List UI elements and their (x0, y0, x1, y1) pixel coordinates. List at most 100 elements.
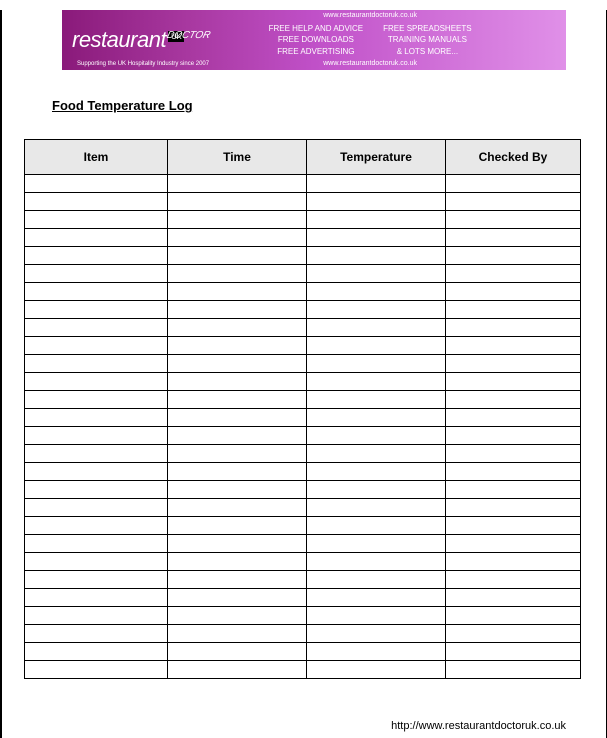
table-cell (168, 391, 307, 409)
table-cell (446, 193, 581, 211)
table-row (25, 301, 581, 319)
table-cell (25, 247, 168, 265)
table-cell (25, 589, 168, 607)
table-cell (307, 661, 446, 679)
table-cell (168, 373, 307, 391)
table-cell (446, 355, 581, 373)
table-cell (307, 409, 446, 427)
table-cell (25, 607, 168, 625)
table-cell (25, 193, 168, 211)
table-cell (25, 499, 168, 517)
table-row (25, 193, 581, 211)
table-cell (168, 481, 307, 499)
table-cell (446, 499, 581, 517)
table-cell (25, 355, 168, 373)
table-cell (307, 247, 446, 265)
table-cell (446, 481, 581, 499)
table-row (25, 373, 581, 391)
table-cell (307, 643, 446, 661)
page-title: Food Temperature Log (52, 98, 606, 113)
table-cell (168, 535, 307, 553)
table-row (25, 391, 581, 409)
table-cell (168, 445, 307, 463)
table-cell (307, 283, 446, 301)
banner-feature: TRAINING MANUALS (388, 34, 467, 45)
table-cell (25, 643, 168, 661)
temperature-log-table: Item Time Temperature Checked By (24, 139, 581, 679)
table-row (25, 175, 581, 193)
table-cell (168, 211, 307, 229)
table-cell (168, 283, 307, 301)
table-cell (446, 589, 581, 607)
table-cell (307, 427, 446, 445)
table-cell (168, 319, 307, 337)
brand-logo-doctor: DOCTOR (166, 30, 212, 41)
table-cell (307, 517, 446, 535)
table-cell (307, 193, 446, 211)
table-cell (446, 175, 581, 193)
table-cell (446, 247, 581, 265)
table-cell (307, 229, 446, 247)
table-cell (168, 301, 307, 319)
column-header-item: Item (25, 140, 168, 175)
table-cell (446, 445, 581, 463)
table-cell (446, 229, 581, 247)
banner-url-top: www.restaurantdoctoruk.co.uk (184, 11, 556, 21)
brand-tagline: Supporting the UK Hospitality Industry s… (77, 61, 209, 67)
table-cell (446, 661, 581, 679)
table-cell (168, 589, 307, 607)
table-cell (25, 445, 168, 463)
table-cell (25, 427, 168, 445)
table-cell (168, 661, 307, 679)
table-cell (446, 625, 581, 643)
table-cell (25, 661, 168, 679)
table-cell (446, 535, 581, 553)
table-row (25, 463, 581, 481)
table-row (25, 283, 581, 301)
table-row (25, 499, 581, 517)
table-cell (25, 373, 168, 391)
table-cell (307, 535, 446, 553)
table-row (25, 589, 581, 607)
table-cell (446, 571, 581, 589)
table-header-row: Item Time Temperature Checked By (25, 140, 581, 175)
table-cell (168, 337, 307, 355)
table-cell (307, 337, 446, 355)
table-cell (168, 193, 307, 211)
table-cell (446, 283, 581, 301)
table-cell (446, 409, 581, 427)
brand-logo-text: restaurant (72, 27, 166, 52)
table-cell (307, 211, 446, 229)
table-cell (168, 571, 307, 589)
table-row (25, 355, 581, 373)
table-cell (446, 211, 581, 229)
table-row (25, 409, 581, 427)
table-row (25, 481, 581, 499)
table-row (25, 571, 581, 589)
table-row (25, 337, 581, 355)
table-cell (25, 517, 168, 535)
table-cell (446, 265, 581, 283)
table-cell (25, 301, 168, 319)
table-cell (446, 427, 581, 445)
table-cell (446, 607, 581, 625)
table-cell (446, 319, 581, 337)
table-cell (25, 265, 168, 283)
table-cell (307, 571, 446, 589)
table-cell (25, 175, 168, 193)
table-cell (168, 625, 307, 643)
header-banner: restaurantUK DOCTOR Supporting the UK Ho… (62, 10, 566, 70)
table-cell (446, 553, 581, 571)
table-cell (307, 391, 446, 409)
table-cell (25, 571, 168, 589)
table-cell (307, 481, 446, 499)
banner-features: www.restaurantdoctoruk.co.uk FREE HELP A… (184, 11, 556, 68)
table-cell (168, 265, 307, 283)
table-cell (307, 463, 446, 481)
table-cell (168, 643, 307, 661)
table-row (25, 319, 581, 337)
table-cell (307, 373, 446, 391)
table-cell (168, 517, 307, 535)
banner-feature: FREE SPREADSHEETS (383, 23, 471, 34)
table-cell (168, 409, 307, 427)
